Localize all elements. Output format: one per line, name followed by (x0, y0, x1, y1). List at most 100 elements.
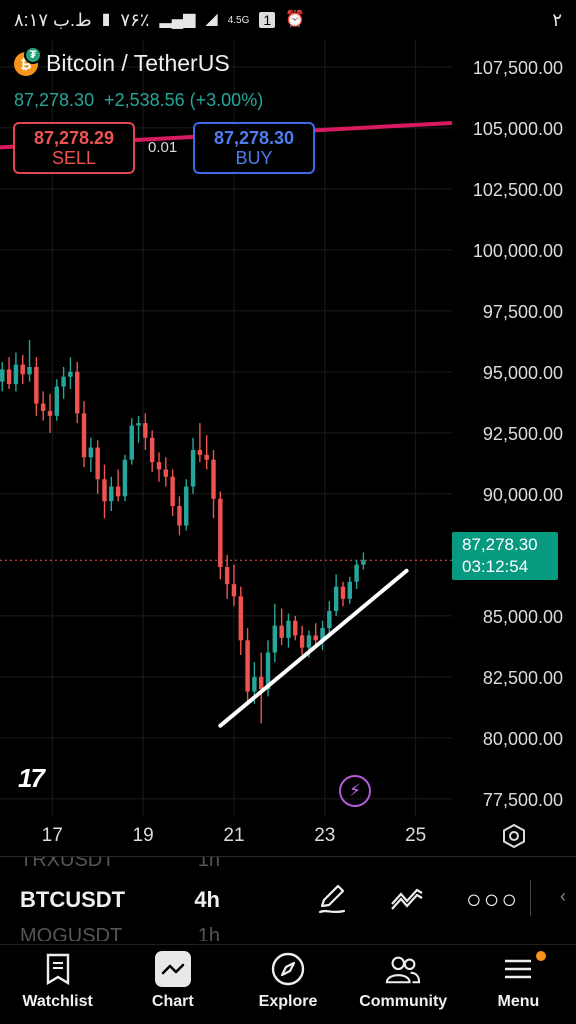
y-axis: 107,500.00 105,000.00 102,500.00 100,000.00… (473, 58, 563, 810)
x-axis: 17 19 21 23 25 (42, 825, 427, 846)
y-tick-label: 82,500.00 (483, 668, 563, 688)
candle-body (163, 469, 169, 477)
candle-body (109, 486, 114, 502)
nav-community[interactable]: Community (346, 945, 461, 1024)
y-tick-label: 100,000.00 (473, 241, 563, 261)
candle-body (306, 635, 312, 648)
candle-body (252, 676, 257, 692)
last-price: 87,278.30 (14, 90, 95, 110)
candle-body (333, 586, 339, 612)
candle-body (211, 459, 216, 499)
candle-body (136, 423, 141, 426)
lightning-button[interactable]: ⚡ (339, 775, 371, 807)
candle-body (40, 403, 46, 411)
candle-body (170, 476, 175, 507)
nav-watchlist[interactable]: Watchlist (0, 945, 115, 1024)
y-tick-label: 90,000.00 (483, 485, 563, 505)
bottom-nav: Watchlist Chart Explore Community Menu (0, 944, 576, 1024)
candle-body (34, 366, 39, 404)
picker-next-symbol: MOGUSDT (20, 925, 123, 941)
tradingview-logo[interactable]: 17 (18, 763, 45, 793)
battery-level: ۷۶٪ (120, 9, 150, 30)
picker-prev-interval: 1h (197, 857, 220, 871)
picker-row-prev[interactable]: TRXUSDT 1h (20, 857, 220, 872)
candle-body (258, 676, 264, 690)
network-type: 4.5G (227, 14, 250, 26)
candles (0, 340, 366, 724)
candle-body (122, 459, 128, 497)
candle-body (20, 364, 25, 375)
candle-body (102, 479, 107, 502)
collapse-chevron-icon[interactable]: ‹ (560, 886, 566, 906)
y-tick-label: 105,000.00 (473, 119, 563, 139)
notification-dot (536, 951, 547, 961)
candle-body (286, 620, 291, 638)
candle-body (95, 447, 100, 480)
candle-body (75, 371, 80, 414)
candle-body (347, 581, 353, 599)
y-tick-label: 80,000.00 (483, 729, 563, 749)
nav-explore-label: Explore (258, 993, 318, 1010)
indicators-icon[interactable] (389, 880, 425, 916)
community-icon (385, 951, 421, 987)
picker-row-current[interactable]: BTCUSDT 4h (20, 887, 220, 913)
candle-body (47, 410, 53, 416)
nav-explore[interactable]: Explore (230, 945, 345, 1024)
symbol-picker[interactable]: TRXUSDT 1h BTCUSDT 4h MOGUSDT 1h (0, 857, 576, 941)
current-price-tag: 87,278.30 03:12:54 (452, 532, 558, 580)
candle-body (327, 611, 332, 629)
alarm-icon: ⏰ (285, 11, 306, 28)
candle-body (340, 586, 346, 599)
y-tick-label: 77,500.00 (483, 790, 563, 810)
x-tick-label: 23 (314, 825, 335, 846)
candle-body (177, 506, 182, 526)
candle-body (204, 454, 209, 460)
symbol-title: Bitcoin / TetherUS (46, 50, 230, 76)
nav-menu[interactable]: Menu (461, 945, 576, 1024)
nav-chart[interactable]: Chart (115, 945, 230, 1024)
x-tick-label: 25 (405, 825, 426, 846)
candle-body (0, 369, 5, 382)
picker-symbol: BTCUSDT (20, 887, 126, 912)
draw-pencil-icon[interactable] (314, 880, 350, 916)
toolbar-separator (530, 880, 531, 916)
candle-body (81, 413, 87, 458)
candle-body (245, 640, 250, 692)
candle-body (190, 449, 196, 487)
candle-body (184, 486, 189, 526)
candle-body (238, 596, 243, 641)
x-tick-label: 17 (42, 825, 63, 846)
candle-body (361, 560, 366, 565)
picker-row-next[interactable]: MOGUSDT 1h (20, 925, 220, 941)
bitcoin-icon: ₿ ₮ (14, 45, 42, 76)
candle-body (13, 364, 19, 385)
picker-next-interval: 1h (197, 925, 220, 941)
chart-icon (154, 951, 191, 987)
candle-body (129, 425, 134, 460)
more-options-icon[interactable]: ○○○ (466, 884, 520, 914)
sim-indicator: 1 (259, 12, 276, 28)
tether-icon: ₮ (24, 45, 42, 64)
status-bar: ط.ب ۸:۱۷ ▮ ۷۶٪ ▂▄▆ ◢ 4.5G 1 ⏰ ۲ (0, 0, 576, 40)
x-tick-label: 19 (133, 825, 154, 846)
candle-body (272, 625, 278, 653)
status-time: ط.ب ۸:۱۷ (14, 9, 92, 30)
candle-countdown: 03:12:54 (462, 557, 529, 576)
buy-button[interactable]: 87,278.30 BUY (193, 122, 315, 174)
nav-menu-label: Menu (497, 993, 540, 1010)
candle-body (231, 584, 237, 597)
candle-body (265, 652, 271, 690)
buy-price: 87,278.30 (213, 128, 295, 148)
sell-price: 87,278.29 (33, 128, 115, 148)
y-tick-label: 92,500.00 (483, 424, 563, 444)
sell-label: SELL (51, 148, 97, 168)
y-tick-label: 85,000.00 (483, 607, 563, 627)
chart-settings-icon[interactable] (500, 822, 528, 850)
sell-button[interactable]: 87,278.29 SELL (13, 122, 135, 174)
trendline (218, 568, 409, 728)
battery-icon: ▮ (101, 11, 111, 28)
symbol-header[interactable]: ₿ ₮ Bitcoin / TetherUS (14, 45, 230, 77)
candle-body (313, 635, 318, 641)
y-tick-label: 102,500.00 (473, 180, 563, 200)
nav-community-label: Community (359, 993, 448, 1010)
